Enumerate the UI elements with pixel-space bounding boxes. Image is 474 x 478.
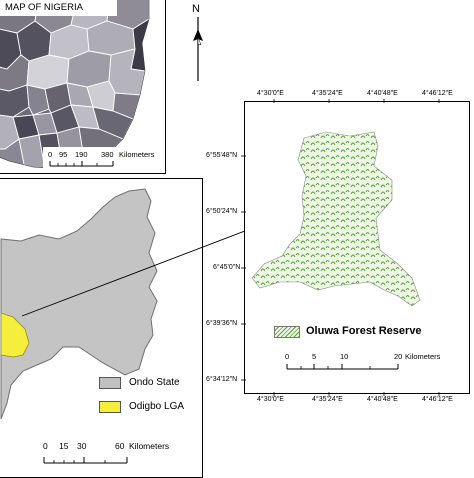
left-coord-1: 6°50'24"N	[206, 208, 238, 215]
legend-ondo-swatch	[99, 377, 121, 389]
top-coord-1: 4°35'24"E	[312, 90, 343, 97]
ondo-scale-tick-2: 30	[77, 441, 87, 451]
bottom-coord-2: 4°40'48"E	[367, 396, 398, 403]
nigeria-inset-map: MAP OF NIGERIA 0 95 190 380 Kilometers	[0, 0, 166, 174]
forest-scale-tick-0: 0	[285, 352, 290, 361]
top-coord-2: 4°40'48"E	[367, 90, 398, 97]
nigeria-scale-unit: Kilometers	[119, 150, 155, 159]
legend-odigbo-label: Odigbo LGA	[129, 401, 185, 412]
north-arrow-label: N	[192, 3, 200, 15]
bottom-coord-1: 4°35'24"E	[312, 396, 343, 403]
nigeria-scale-tick-1: 95	[59, 150, 68, 159]
ondo-scale-bar	[43, 457, 128, 464]
nigeria-map-title: MAP OF NIGERIA	[5, 2, 83, 13]
legend-odigbo-swatch	[99, 401, 121, 413]
forest-scale-bar	[286, 364, 399, 370]
ondo-scale-tick-3: 60	[115, 441, 125, 451]
ondo-scale-unit: Kilometers	[129, 441, 170, 451]
nigeria-scale-tick-2: 190	[75, 150, 88, 159]
left-coord-2: 6°45'0"N	[213, 264, 241, 271]
top-coord-0: 4°30'0"E	[257, 90, 284, 97]
north-arrow-icon	[193, 17, 203, 81]
legend-ondo-label: Ondo State	[129, 377, 180, 388]
forest-scale-tick-3: 20	[394, 352, 403, 361]
ondo-scale-tick-0: 0	[43, 441, 48, 451]
left-coord-4: 6°34'12"N	[206, 376, 238, 383]
nigeria-scale-bar	[49, 161, 114, 167]
nigeria-scale-tick-0: 0	[48, 150, 53, 159]
forest-legend-swatch	[274, 326, 300, 338]
ondo-scale-tick-1: 15	[59, 441, 69, 451]
top-coord-3: 4°46'12"E	[422, 90, 453, 97]
forest-scale-unit: Kilometers	[405, 352, 441, 361]
nigeria-title-bg	[0, 0, 117, 16]
bottom-coord-0: 4°30'0"E	[257, 396, 284, 403]
nigeria-scale-bg	[43, 147, 161, 171]
bottom-coord-3: 4°46'12"E	[422, 396, 453, 403]
left-coord-0: 6°55'48"N	[206, 152, 238, 159]
forest-scale-tick-1: 5	[312, 352, 317, 361]
forest-scale-tick-2: 10	[340, 352, 349, 361]
nigeria-scale-tick-3: 380	[101, 150, 114, 159]
forest-legend-label: Oluwa Forest Reserve	[306, 325, 422, 337]
left-coord-3: 6°39'36"N	[206, 320, 238, 327]
